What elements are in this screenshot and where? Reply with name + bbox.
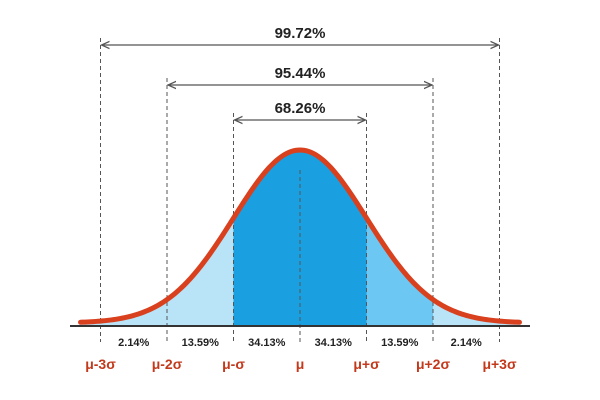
tick-label-6: μ+3σ [482,356,517,372]
region-percent-2: 34.13% [248,337,286,349]
tick-label-2: μ-σ [222,356,245,372]
sigma-tick-labels: μ-3σ μ-2σ μ-σ μ μ+σ μ+2σ μ+3σ [85,356,517,372]
region-percent-0: 2.14% [118,337,149,349]
range-label-2: 99.72% [275,25,326,42]
region-2 [233,150,300,325]
region-5 [433,299,500,325]
region-percent-4: 13.59% [381,337,419,349]
region-percent-1: 13.59% [182,337,220,349]
bell-curve [78,147,522,325]
tick-label-1: μ-2σ [152,356,183,372]
tick-label-0: μ-3σ [85,356,116,372]
region-percent-3: 34.13% [315,337,353,349]
tick-label-4: μ+σ [353,356,380,372]
tick-label-3: μ [296,356,305,372]
range-label-1: 95.44% [275,65,326,82]
region-percent-5: 2.14% [451,337,482,349]
region-0 [100,299,167,325]
region-3 [300,150,367,325]
range-label-0: 68.26% [275,100,326,117]
range-arrows: 68.26% 95.44% 99.72% [102,25,499,120]
region-percent-labels: 2.14% 13.59% 34.13% 34.13% 13.59% 2.14% [118,337,482,349]
tick-label-5: μ+2σ [416,356,451,372]
